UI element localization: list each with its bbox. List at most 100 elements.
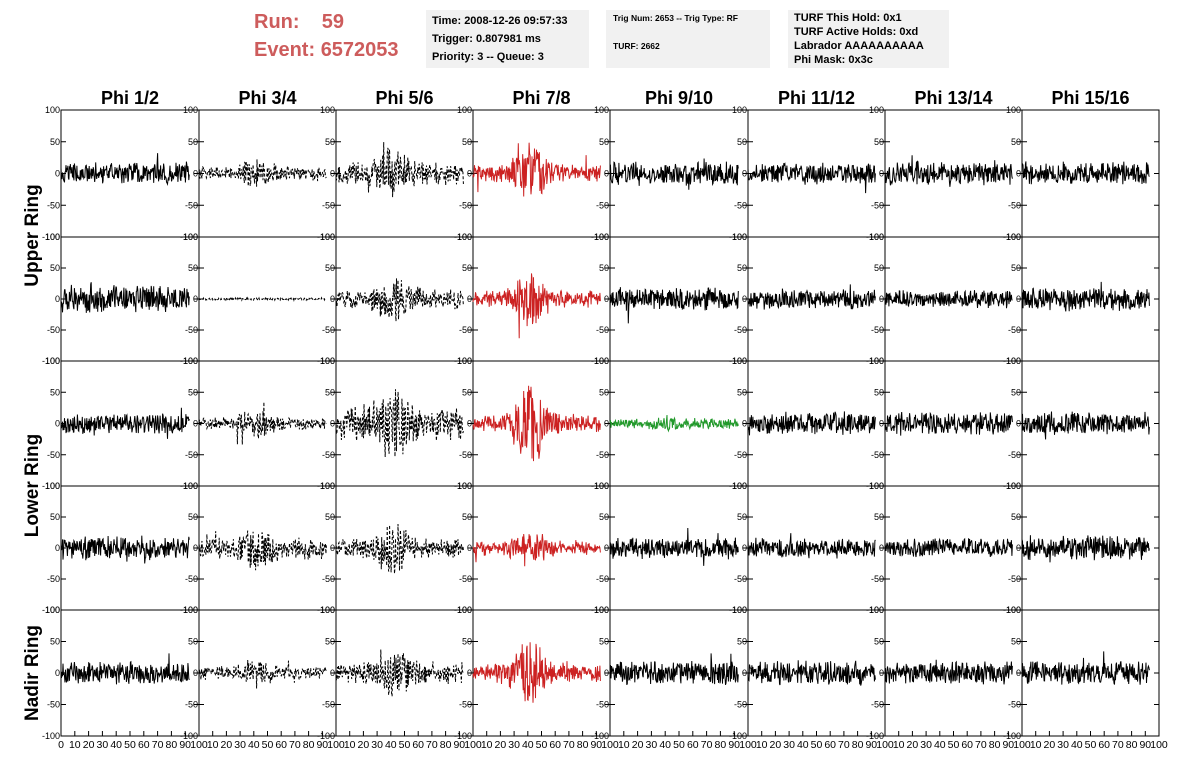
y-tick-label: 50 <box>599 637 609 647</box>
y-tick-label: -100 <box>317 232 335 242</box>
waveform-trace <box>198 530 327 571</box>
y-tick-label: 0 <box>742 419 747 429</box>
phi-mask-line: Phi Mask: 0x3c <box>794 54 873 66</box>
y-tick-label: 50 <box>325 137 335 147</box>
y-tick-label: 100 <box>1006 481 1021 491</box>
y-tick-label: -50 <box>47 450 60 460</box>
y-tick-label: -50 <box>871 574 884 584</box>
waveform-trace <box>60 653 190 685</box>
y-tick-label: -50 <box>871 450 884 460</box>
y-tick-label: -100 <box>591 232 609 242</box>
y-tick-label: 50 <box>50 137 60 147</box>
labrador-line: Labrador AAAAAAAAAA <box>794 40 924 52</box>
waveform-trace <box>1021 651 1150 685</box>
y-tick-label: 100 <box>45 232 60 242</box>
y-tick-label: 50 <box>1011 137 1021 147</box>
y-tick-label: -50 <box>734 574 747 584</box>
y-tick-label: 0 <box>55 419 60 429</box>
y-tick-label: 50 <box>462 137 472 147</box>
x-tick-label: 30 <box>97 739 109 751</box>
y-tick-label: -100 <box>1003 605 1021 615</box>
y-tick-label: -100 <box>1003 731 1021 741</box>
y-tick-label: 100 <box>594 605 609 615</box>
x-tick-label: 10 <box>618 739 630 751</box>
y-tick-label: 50 <box>325 512 335 522</box>
y-tick-label: 50 <box>188 512 198 522</box>
x-tick-label: 50 <box>1085 739 1097 751</box>
y-tick-label: -50 <box>47 200 60 210</box>
y-tick-label: 50 <box>50 387 60 397</box>
y-tick-label: -100 <box>180 356 198 366</box>
y-tick-label: 0 <box>467 543 472 553</box>
y-tick-label: 50 <box>874 512 884 522</box>
y-tick-label: -100 <box>317 605 335 615</box>
y-tick-label: 0 <box>193 543 198 553</box>
x-tick-label: 70 <box>289 739 301 751</box>
waveform-trace <box>198 659 327 689</box>
column-header-phi: Phi 13/14 <box>914 88 992 108</box>
column-header-phi: Phi 15/16 <box>1051 88 1129 108</box>
x-tick-label: 10 <box>756 739 768 751</box>
y-tick-label: 100 <box>457 605 472 615</box>
x-tick-label: 80 <box>989 739 1001 751</box>
x-tick-label: 10 <box>207 739 219 751</box>
y-tick-label: 100 <box>1006 605 1021 615</box>
y-tick-label: 50 <box>50 263 60 273</box>
y-tick-label: 100 <box>457 105 472 115</box>
waveform-trace <box>60 153 190 187</box>
x-tick-label: 0 <box>58 739 64 751</box>
y-tick-label: -50 <box>459 200 472 210</box>
x-tick-label: 100 <box>739 739 757 751</box>
y-tick-label: -50 <box>322 325 335 335</box>
y-tick-label: 100 <box>594 232 609 242</box>
waveform-trace <box>1021 535 1150 563</box>
y-tick-label: 50 <box>1011 387 1021 397</box>
x-tick-label: 90 <box>316 739 328 751</box>
y-tick-label: -100 <box>591 731 609 741</box>
y-tick-label: -50 <box>47 325 60 335</box>
y-tick-label: 50 <box>599 387 609 397</box>
y-tick-label: -100 <box>180 731 198 741</box>
waveform-trace <box>884 155 1013 187</box>
ring-label: Lower Ring <box>22 434 43 537</box>
y-tick-label: 50 <box>462 512 472 522</box>
x-tick-label: 50 <box>399 739 411 751</box>
x-tick-label: 20 <box>770 739 782 751</box>
x-tick-label: 30 <box>920 739 932 751</box>
y-tick-label: -50 <box>185 700 198 710</box>
y-tick-label: -100 <box>591 481 609 491</box>
y-tick-label: -100 <box>866 481 884 491</box>
x-tick-label: 100 <box>464 739 482 751</box>
y-tick-label: 100 <box>1006 356 1021 366</box>
ring-label: Upper Ring <box>22 184 43 286</box>
x-tick-label: 40 <box>1071 739 1083 751</box>
x-tick-label: 50 <box>948 739 960 751</box>
time-line: Time: 2008-12-26 09:57:33 <box>432 15 568 27</box>
x-tick-label: 30 <box>783 739 795 751</box>
x-tick-label: 10 <box>481 739 493 751</box>
y-tick-label: -50 <box>596 700 609 710</box>
y-tick-label: -100 <box>729 605 747 615</box>
y-tick-label: -100 <box>454 605 472 615</box>
y-tick-label: -50 <box>1008 325 1021 335</box>
waveform-trace <box>747 411 876 436</box>
y-tick-label: 100 <box>45 356 60 366</box>
y-tick-label: 50 <box>188 387 198 397</box>
y-tick-label: -100 <box>1003 232 1021 242</box>
y-tick-label: 0 <box>55 543 60 553</box>
x-tick-label: 40 <box>385 739 397 751</box>
y-tick-label: 100 <box>732 481 747 491</box>
x-tick-label: 70 <box>975 739 987 751</box>
column-header-phi: Phi 3/4 <box>238 88 296 108</box>
waveform-trace <box>335 649 464 697</box>
y-tick-label: -50 <box>185 325 198 335</box>
y-tick-label: 50 <box>462 387 472 397</box>
waveform-trace <box>884 659 1013 685</box>
x-tick-label: 60 <box>549 739 561 751</box>
y-tick-label: 0 <box>193 169 198 179</box>
x-tick-label: 90 <box>728 739 740 751</box>
x-tick-label: 30 <box>371 739 383 751</box>
event-value: 6572053 <box>320 39 399 61</box>
y-tick-label: 50 <box>599 512 609 522</box>
y-tick-label: -100 <box>591 605 609 615</box>
